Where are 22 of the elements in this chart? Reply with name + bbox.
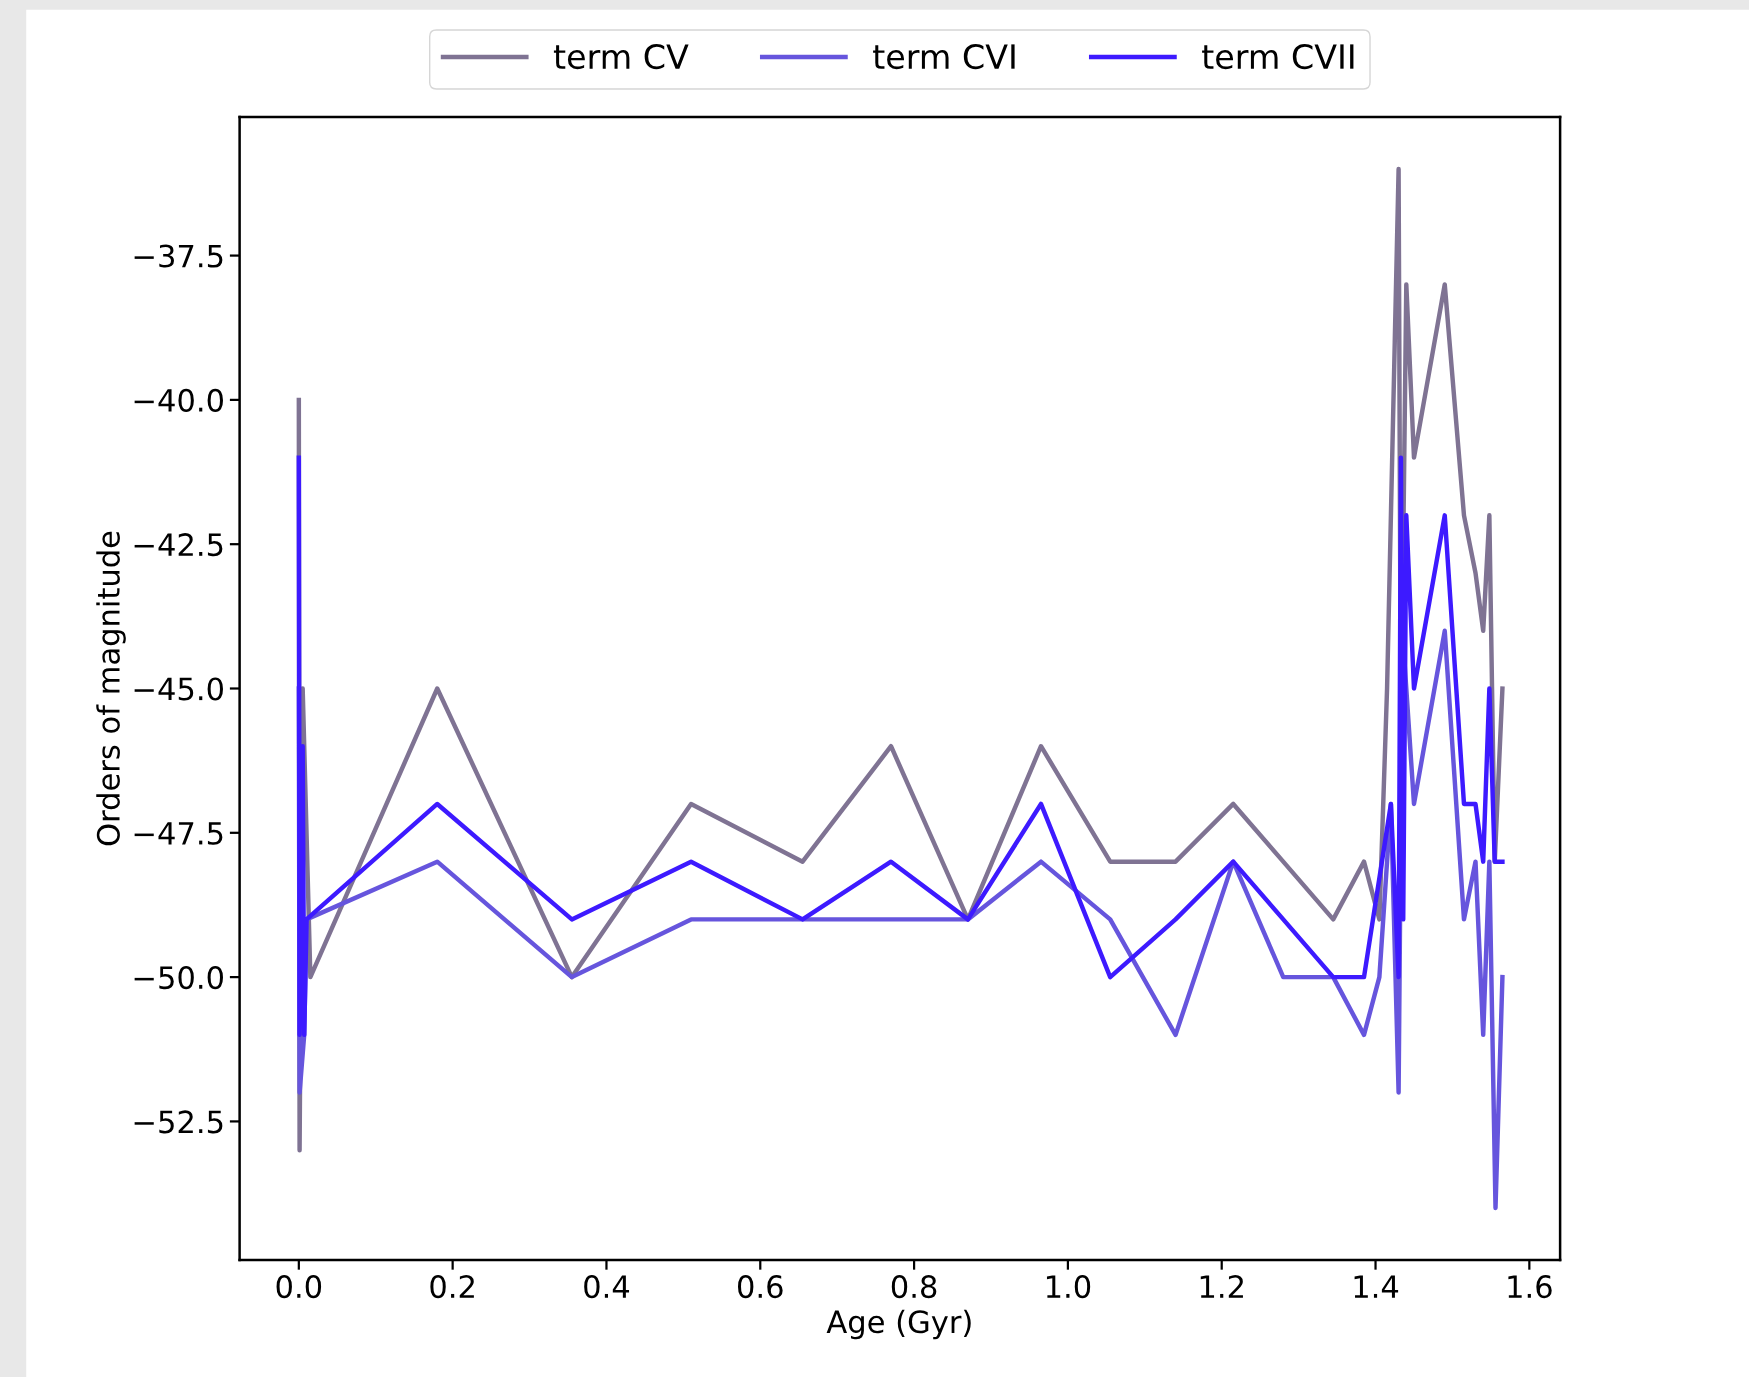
- x-tick-label: 1.4: [1354, 1275, 1399, 1298]
- x-tick-label: 1.6: [1508, 1275, 1552, 1299]
- y-tick-label: −40.0: [134, 388, 223, 412]
- x-tick-label: 0.0: [276, 1275, 322, 1299]
- y-axis-title: Orders of magnitude: [96, 531, 126, 846]
- y-tick-label: −52.5: [134, 1110, 223, 1134]
- y-tick-label: −50.0: [134, 966, 223, 990]
- x-tick-label: 0.4: [584, 1275, 630, 1299]
- legend-label: term CVI: [873, 43, 1015, 70]
- legend-label: term CVII: [1202, 43, 1354, 70]
- x-tick-label: 0.2: [430, 1275, 474, 1299]
- x-tick-label: 1.0: [1046, 1275, 1091, 1299]
- legend-label: term CV: [553, 43, 689, 70]
- y-tick-label: −37.5: [134, 244, 223, 268]
- x-tick-label: 0.6: [737, 1275, 783, 1299]
- y-tick-label: −47.5: [134, 822, 223, 845]
- line-series: [296, 455, 1505, 1038]
- x-tick-label: 1.2: [1200, 1275, 1243, 1298]
- x-axis-title: Age (Gyr): [826, 1309, 971, 1340]
- x-tick-label: 0.8: [891, 1275, 937, 1299]
- y-tick-label: −45.0: [134, 677, 223, 701]
- y-tick-label: −42.5: [134, 533, 223, 557]
